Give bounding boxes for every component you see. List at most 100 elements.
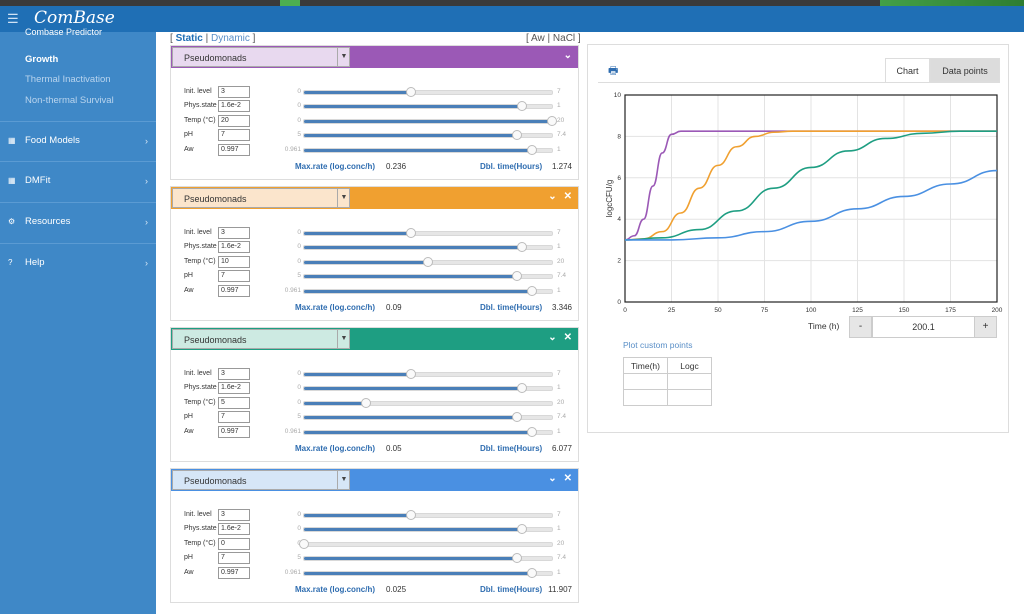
chevron-down-icon[interactable]: ▼ — [337, 470, 350, 490]
param-input[interactable]: 0.997 — [218, 567, 250, 579]
param-slider[interactable] — [303, 286, 553, 296]
organism-select[interactable]: Pseudomonads — [172, 188, 350, 208]
sidebar-item-thermal-inactivation[interactable]: Thermal Inactivation — [25, 74, 111, 85]
sidebar-item-resources[interactable]: ⚙ Resources › — [0, 203, 156, 244]
cell[interactable] — [623, 373, 668, 390]
param-input[interactable]: 7 — [218, 552, 250, 564]
param-slider[interactable] — [303, 116, 557, 126]
slider-handle[interactable] — [512, 553, 523, 563]
param-input[interactable]: 7 — [218, 270, 250, 282]
param-slider[interactable] — [303, 145, 553, 155]
param-input[interactable]: 3 — [218, 509, 250, 521]
collapse-icon[interactable]: ⌄ — [563, 50, 572, 61]
plot-custom-points-link[interactable]: Plot custom points — [623, 340, 693, 350]
param-slider[interactable] — [303, 228, 553, 238]
time-increment-button[interactable]: + — [974, 316, 997, 338]
param-slider[interactable] — [303, 383, 553, 393]
slider-handle[interactable] — [361, 398, 371, 408]
collapse-icon[interactable]: ⌄ — [548, 332, 557, 343]
param-input[interactable]: 20 — [218, 115, 250, 127]
collapse-icon[interactable]: ⌄ — [548, 473, 557, 484]
cell[interactable] — [623, 389, 668, 406]
param-input[interactable]: 7 — [218, 129, 250, 141]
param-slider[interactable] — [303, 369, 553, 379]
aw-link[interactable]: Aw — [531, 33, 545, 44]
slider-handle[interactable] — [527, 427, 538, 437]
param-input[interactable]: 1.6e-2 — [218, 523, 250, 535]
param-input[interactable]: 1.6e-2 — [218, 100, 250, 112]
param-input[interactable]: 0 — [218, 538, 250, 550]
param-input[interactable]: 5 — [218, 397, 250, 409]
param-slider[interactable] — [303, 130, 553, 140]
close-icon[interactable]: ✕ — [563, 473, 572, 484]
param-input[interactable]: 3 — [218, 368, 250, 380]
organism-select[interactable]: Pseudomonads — [172, 329, 350, 349]
close-icon[interactable]: ✕ — [563, 332, 572, 343]
slider-handle[interactable] — [405, 87, 416, 97]
param-input[interactable]: 0.997 — [218, 285, 250, 297]
tab-data-points[interactable]: Data points — [930, 58, 1000, 82]
slider-handle[interactable] — [512, 412, 523, 422]
sidebar-section-predictor[interactable]: ▦ Combase Predictor — [0, 22, 156, 42]
slider-handle[interactable] — [517, 101, 528, 111]
slider-handle[interactable] — [517, 242, 528, 252]
mode-static-link[interactable]: Static — [175, 33, 203, 44]
chevron-down-icon[interactable]: ▼ — [337, 329, 350, 349]
param-input[interactable]: 3 — [218, 86, 250, 98]
chevron-down-icon[interactable]: ▼ — [337, 188, 350, 208]
param-slider[interactable] — [303, 87, 553, 97]
slider-handle[interactable] — [512, 130, 523, 140]
slider-handle[interactable] — [517, 383, 528, 393]
slider-handle[interactable] — [405, 369, 416, 379]
close-icon[interactable]: ✕ — [563, 191, 572, 202]
slider-handle[interactable] — [547, 116, 557, 126]
slider-handle[interactable] — [512, 271, 523, 281]
hamburger-menu-icon[interactable]: ☰ — [7, 11, 19, 26]
sidebar-item-help[interactable]: ? Help › — [0, 244, 156, 285]
slider-handle[interactable] — [517, 524, 528, 534]
param-slider[interactable] — [303, 271, 553, 281]
slider-handle[interactable] — [299, 539, 309, 549]
tab-chart[interactable]: Chart — [885, 58, 930, 82]
param-input[interactable]: 0.997 — [218, 426, 250, 438]
param-slider[interactable] — [299, 539, 553, 549]
app-logo[interactable]: ComBase — [34, 8, 115, 28]
param-slider[interactable] — [303, 568, 553, 578]
nacl-link[interactable]: NaCl — [552, 33, 576, 44]
organism-select[interactable]: Pseudomonads — [172, 470, 350, 490]
param-slider[interactable] — [303, 553, 553, 563]
slider-handle[interactable] — [405, 510, 416, 520]
param-input[interactable]: 1.6e-2 — [218, 241, 250, 253]
param-slider[interactable] — [303, 412, 553, 422]
time-input[interactable]: 200.1 — [872, 316, 975, 338]
param-input[interactable]: 10 — [218, 256, 250, 268]
param-slider[interactable] — [303, 101, 553, 111]
param-input[interactable]: 1.6e-2 — [218, 382, 250, 394]
chevron-down-icon[interactable]: ▼ — [337, 47, 350, 67]
slider-handle[interactable] — [527, 286, 538, 296]
param-slider[interactable] — [303, 524, 553, 534]
param-slider[interactable] — [303, 242, 553, 252]
sidebar-item-non-thermal-survival[interactable]: Non-thermal Survival — [25, 95, 114, 106]
cell[interactable] — [667, 373, 712, 390]
slider-handle[interactable] — [527, 145, 538, 155]
slider-handle[interactable] — [423, 257, 433, 267]
time-decrement-button[interactable]: - — [849, 316, 872, 338]
mode-dynamic-link[interactable]: Dynamic — [210, 33, 250, 44]
param-input[interactable]: 7 — [218, 411, 250, 423]
cell[interactable] — [667, 389, 712, 406]
param-slider[interactable] — [303, 257, 553, 267]
sidebar-item-food-models[interactable]: ▦ Food Models › — [0, 121, 156, 162]
param-slider[interactable] — [303, 427, 553, 437]
print-icon[interactable]: 🖶 — [608, 65, 619, 77]
param-input[interactable]: 3 — [218, 227, 250, 239]
param-slider[interactable] — [303, 398, 553, 408]
sidebar-item-growth[interactable]: Growth — [25, 54, 59, 65]
organism-select[interactable]: Pseudomonads — [172, 47, 350, 67]
sidebar-item-dmfit[interactable]: ▦ DMFit › — [0, 162, 156, 203]
slider-handle[interactable] — [527, 568, 538, 578]
slider-handle[interactable] — [405, 228, 416, 238]
collapse-icon[interactable]: ⌄ — [548, 191, 557, 202]
param-input[interactable]: 0.997 — [218, 144, 250, 156]
param-slider[interactable] — [303, 510, 553, 520]
